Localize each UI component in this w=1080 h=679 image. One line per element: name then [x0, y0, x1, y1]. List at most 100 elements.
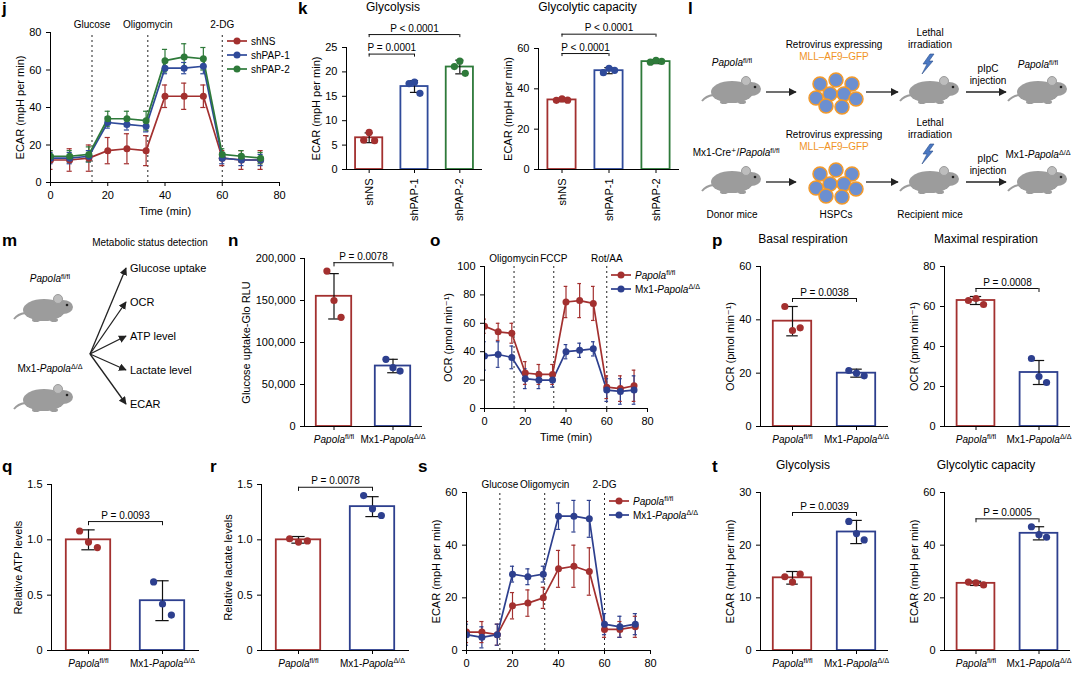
- svg-text:0: 0: [523, 163, 529, 175]
- svg-text:40: 40: [552, 657, 564, 669]
- svg-text:P < 0.0001: P < 0.0001: [390, 23, 439, 34]
- svg-text:ECAR (mpH per min): ECAR (mpH per min): [310, 57, 322, 161]
- svg-text:20: 20: [325, 65, 337, 77]
- svg-text:Papolafl/fl: Papolafl/fl: [956, 656, 997, 668]
- svg-text:100: 100: [457, 260, 475, 272]
- svg-text:40: 40: [159, 189, 171, 201]
- svg-text:1.5: 1.5: [27, 478, 42, 490]
- svg-text:Papolafl/fl: Papolafl/fl: [1018, 58, 1059, 70]
- svg-text:Mx1-PapolaΔ/Δ: Mx1-PapolaΔ/Δ: [1006, 148, 1071, 160]
- svg-text:FCCP: FCCP: [540, 253, 568, 264]
- svg-text:0: 0: [929, 644, 935, 656]
- svg-text:irradiation: irradiation: [908, 39, 952, 50]
- svg-text:1.0: 1.0: [27, 533, 42, 545]
- svg-text:2-DG: 2-DG: [593, 479, 617, 490]
- svg-text:Glucose uptake-Glo RLU: Glucose uptake-Glo RLU: [240, 281, 252, 403]
- svg-text:60: 60: [923, 486, 935, 498]
- svg-text:injection: injection: [970, 165, 1007, 176]
- svg-text:Donor mice: Donor mice: [706, 209, 758, 220]
- svg-text:0: 0: [745, 420, 751, 432]
- svg-text:shPAP-2: shPAP-2: [650, 179, 662, 222]
- svg-text:0: 0: [47, 189, 53, 201]
- svg-text:40: 40: [29, 101, 41, 113]
- svg-text:Time (min): Time (min): [139, 205, 191, 217]
- svg-text:OCR (pmol min⁻¹): OCR (pmol min⁻¹): [908, 302, 920, 391]
- svg-text:ECAR (mpH per min): ECAR (mpH per min): [724, 520, 736, 624]
- svg-text:60: 60: [923, 300, 935, 312]
- svg-text:20: 20: [923, 591, 935, 603]
- svg-text:40: 40: [445, 539, 457, 551]
- svg-text:10: 10: [325, 114, 337, 126]
- svg-text:Retrovirus expressing: Retrovirus expressing: [786, 129, 883, 140]
- svg-text:0: 0: [469, 402, 475, 414]
- svg-text:0: 0: [36, 644, 42, 656]
- svg-text:Papolafl/fl: Papolafl/fl: [278, 656, 319, 668]
- svg-text:P < 0.0001: P < 0.0001: [561, 42, 610, 53]
- svg-text:Lethal: Lethal: [916, 27, 943, 38]
- svg-text:Recipient mice: Recipient mice: [897, 209, 963, 220]
- svg-text:Glucose uptake: Glucose uptake: [130, 262, 206, 274]
- svg-text:ECAR: ECAR: [130, 398, 161, 410]
- svg-text:40: 40: [739, 313, 751, 325]
- svg-text:60: 60: [601, 415, 613, 427]
- svg-text:Time (min): Time (min): [540, 431, 592, 443]
- svg-text:80: 80: [463, 288, 475, 300]
- svg-text:ECAR (mpH per min): ECAR (mpH per min): [908, 520, 920, 624]
- svg-text:Mx1-PapolaΔ/Δ: Mx1-PapolaΔ/Δ: [824, 432, 889, 444]
- svg-text:Mx1-Cre⁺/Papolafl/fl: Mx1-Cre⁺/Papolafl/fl: [693, 146, 780, 158]
- svg-text:0: 0: [463, 657, 469, 669]
- svg-text:20: 20: [923, 380, 935, 392]
- svg-text:OCR (pmol min⁻¹): OCR (pmol min⁻¹): [442, 293, 454, 382]
- svg-text:pIpC: pIpC: [977, 153, 998, 164]
- svg-text:P = 0.0078: P = 0.0078: [339, 251, 388, 262]
- svg-text:Mx1-PapolaΔ/Δ: Mx1-PapolaΔ/Δ: [18, 362, 83, 374]
- svg-text:50,000: 50,000: [262, 378, 296, 390]
- svg-text:200,000: 200,000: [256, 252, 296, 264]
- svg-text:Metabolic status detection: Metabolic status detection: [92, 237, 208, 248]
- svg-text:Lactate level: Lactate level: [130, 364, 192, 376]
- svg-text:shNS: shNS: [556, 179, 568, 206]
- svg-text:Mx1-PapolaΔ/Δ: Mx1-PapolaΔ/Δ: [361, 432, 426, 444]
- svg-text:OCR (pmol min⁻¹): OCR (pmol min⁻¹): [724, 302, 736, 391]
- svg-text:0: 0: [331, 163, 337, 175]
- svg-text:60: 60: [463, 317, 475, 329]
- svg-text:60: 60: [445, 486, 457, 498]
- svg-text:Rot/AA: Rot/AA: [591, 253, 623, 264]
- svg-text:MLL–AF9–GFP: MLL–AF9–GFP: [799, 141, 869, 152]
- svg-text:Papolafl/fl: Papolafl/fl: [314, 432, 355, 444]
- svg-text:P = 0.0001: P = 0.0001: [368, 42, 417, 53]
- svg-text:Mx1-PapolaΔ/Δ: Mx1-PapolaΔ/Δ: [130, 656, 195, 668]
- svg-text:80: 80: [923, 260, 935, 272]
- svg-text:100,000: 100,000: [256, 336, 296, 348]
- svg-text:OCR: OCR: [130, 296, 155, 308]
- svg-text:P < 0.0001: P < 0.0001: [585, 22, 634, 33]
- svg-text:20: 20: [445, 591, 457, 603]
- svg-text:20: 20: [739, 367, 751, 379]
- svg-text:Retrovirus expressing: Retrovirus expressing: [786, 39, 883, 50]
- svg-text:Papolafl/fl: Papolafl/fl: [30, 272, 71, 284]
- svg-text:25: 25: [325, 41, 337, 53]
- svg-text:Oligomycin: Oligomycin: [489, 253, 538, 264]
- svg-text:40: 40: [923, 340, 935, 352]
- svg-text:ECAR (mpH per min): ECAR (mpH per min): [430, 520, 442, 624]
- svg-text:10: 10: [739, 591, 751, 603]
- svg-text:0.5: 0.5: [27, 589, 42, 601]
- svg-text:60: 60: [739, 260, 751, 272]
- svg-text:20: 20: [519, 415, 531, 427]
- svg-text:0: 0: [289, 420, 295, 432]
- svg-text:40: 40: [517, 82, 529, 94]
- svg-text:150,000: 150,000: [256, 294, 296, 306]
- svg-text:Relative lactate levels: Relative lactate levels: [222, 514, 234, 621]
- svg-text:15: 15: [325, 90, 337, 102]
- svg-text:P = 0.0005: P = 0.0005: [983, 507, 1032, 518]
- svg-text:0: 0: [481, 415, 487, 427]
- svg-text:MLL–AF9–GFP: MLL–AF9–GFP: [799, 51, 869, 62]
- svg-text:Relative ATP levels: Relative ATP levels: [12, 520, 24, 614]
- svg-text:Mx1-PapolaΔ/Δ: Mx1-PapolaΔ/Δ: [340, 656, 405, 668]
- svg-text:0: 0: [35, 176, 41, 188]
- svg-text:Mx1-PapolaΔ/Δ: Mx1-PapolaΔ/Δ: [824, 656, 889, 668]
- svg-text:irradiation: irradiation: [908, 129, 952, 140]
- svg-text:80: 80: [29, 26, 41, 38]
- svg-text:20: 20: [506, 657, 518, 669]
- svg-text:Oligomycin: Oligomycin: [123, 19, 172, 30]
